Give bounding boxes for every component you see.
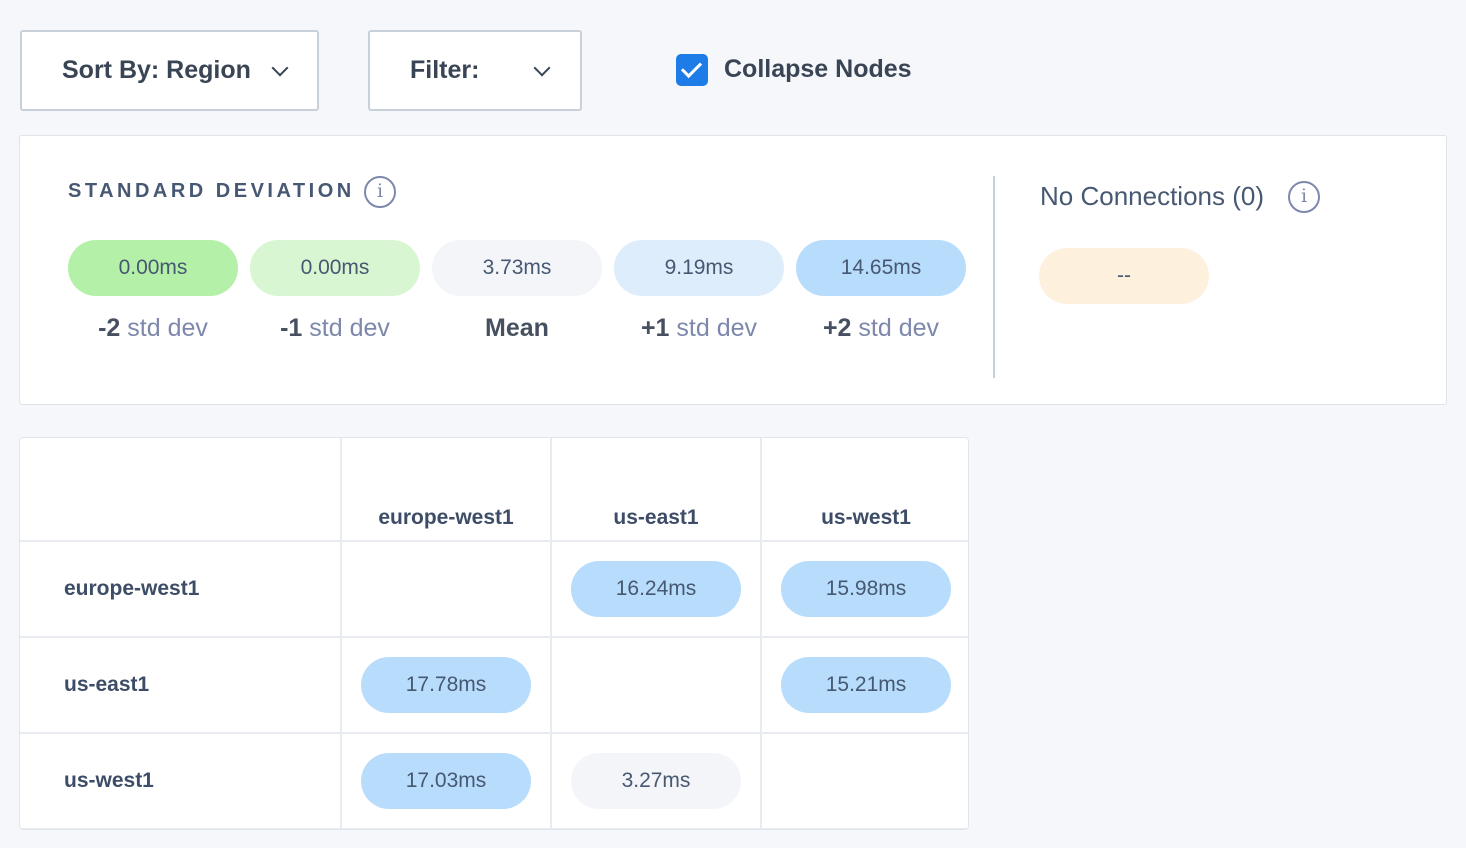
latency-pill[interactable]: 15.98ms <box>781 561 951 617</box>
sort-by-dropdown[interactable]: Sort By: Region <box>20 30 319 111</box>
std-dev-pill: 0.00ms <box>68 240 238 296</box>
matrix-cell: 17.03ms <box>342 734 550 828</box>
std-dev-suffix: std dev <box>858 314 940 342</box>
std-dev-label: Mean <box>432 314 602 343</box>
info-icon[interactable]: i <box>1288 181 1320 213</box>
row-header: europe-west1 <box>20 542 340 636</box>
matrix-cell: 3.27ms <box>552 734 760 828</box>
std-dev-pill: 14.65ms <box>796 240 966 296</box>
chevron-down-icon <box>533 59 551 77</box>
std-dev-label: -1 std dev <box>250 314 420 343</box>
std-dev-suffix: std dev <box>309 314 390 342</box>
chevron-down-icon <box>271 59 289 77</box>
std-dev-prefix: -1 <box>280 314 303 342</box>
std-dev-suffix: std dev <box>127 314 208 342</box>
matrix-cell: 15.98ms <box>762 542 968 636</box>
matrix-cell: 16.24ms <box>552 542 760 636</box>
corner-cell <box>20 438 340 540</box>
collapse-nodes-checkbox[interactable] <box>676 54 708 86</box>
column-header: europe-west1 <box>342 438 550 540</box>
sort-by-label: Sort By: Region <box>62 56 251 84</box>
row-header: us-east1 <box>20 638 340 732</box>
std-dev-prefix: -2 <box>98 314 121 342</box>
latency-pill[interactable]: 16.24ms <box>571 561 741 617</box>
matrix-cell <box>552 638 760 732</box>
std-dev-pill: 9.19ms <box>614 240 784 296</box>
std-dev-label: +2 std dev <box>796 314 966 343</box>
latency-pill[interactable]: 3.27ms <box>571 753 741 809</box>
column-header: us-west1 <box>762 438 968 540</box>
row-header: us-west1 <box>20 734 340 828</box>
std-dev-title: STANDARD DEVIATION <box>68 180 355 202</box>
filter-label: Filter: <box>410 56 480 84</box>
legend-panel: STANDARD DEVIATION i 0.00ms -2 std dev 0.… <box>19 135 1447 405</box>
std-dev-suffix: std dev <box>676 314 758 342</box>
std-dev-pill: 0.00ms <box>250 240 420 296</box>
info-icon[interactable]: i <box>364 176 396 208</box>
std-dev-prefix: +2 <box>822 314 852 342</box>
latency-pill[interactable]: 17.03ms <box>361 753 531 809</box>
std-dev-label: +1 std dev <box>614 314 784 343</box>
std-dev-pill: 3.73ms <box>432 240 602 296</box>
std-dev-prefix: +1 <box>640 314 670 342</box>
latency-matrix: europe-west1 us-east1 us-west1 europe-west1… <box>19 437 969 830</box>
std-dev-label: -2 std dev <box>68 314 238 343</box>
filter-dropdown[interactable]: Filter: <box>368 30 582 111</box>
matrix-cell <box>762 734 968 828</box>
collapse-nodes-label[interactable]: Collapse Nodes <box>724 55 912 83</box>
matrix-cell <box>342 542 550 636</box>
matrix-cell: 17.78ms <box>342 638 550 732</box>
matrix-cell: 15.21ms <box>762 638 968 732</box>
no-connections-label: No Connections (0) <box>1040 181 1264 211</box>
no-connections-pill: -- <box>1039 248 1209 304</box>
column-header: us-east1 <box>552 438 760 540</box>
divider <box>993 176 995 378</box>
latency-pill[interactable]: 15.21ms <box>781 657 951 713</box>
std-dev-prefix: Mean <box>485 314 549 342</box>
latency-pill[interactable]: 17.78ms <box>361 657 531 713</box>
